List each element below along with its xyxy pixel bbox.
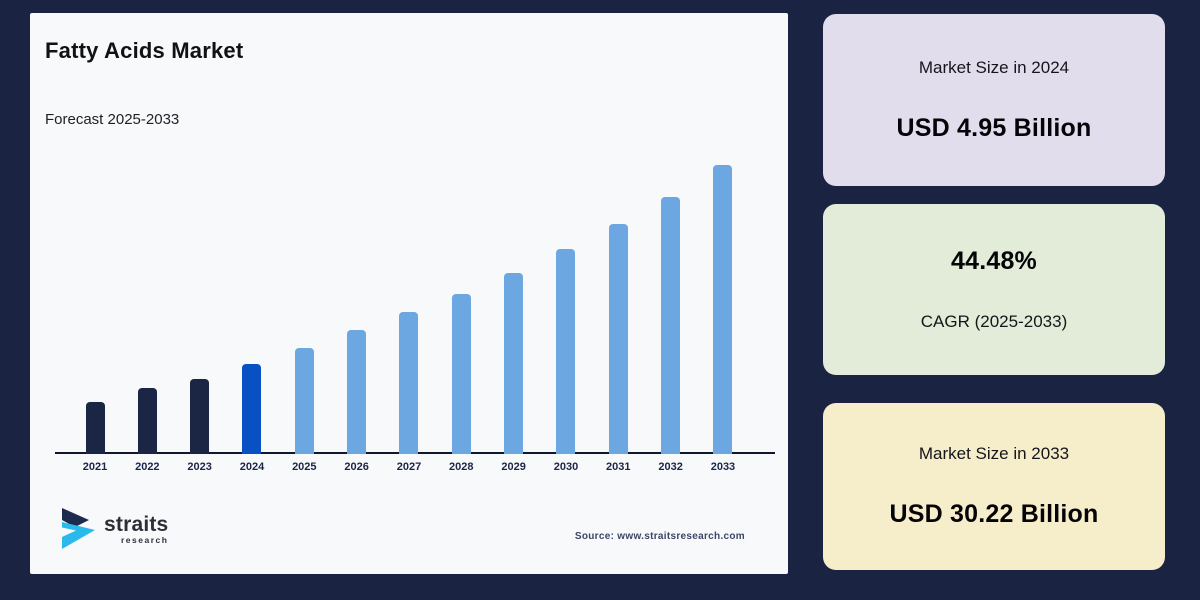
x-axis-label-2033: 2033 <box>710 461 736 473</box>
bar-2033 <box>713 165 733 454</box>
x-axis-label-2021: 2021 <box>82 461 108 473</box>
x-axis-label-2023: 2023 <box>187 461 212 473</box>
x-axis-label-2032: 2032 <box>658 461 683 473</box>
card-value: 44.48% <box>951 247 1037 275</box>
source-attribution: Source: www.straitsresearch.com <box>574 531 745 542</box>
x-axis-label-2027: 2027 <box>396 461 422 473</box>
bar-chart: 2021 2022 2023 2024 2025 2026 2027 2028 2029 2030… <box>30 13 788 574</box>
stat-cards: Market Size in 2024 USD 4.95 Billion 44.… <box>823 0 1165 600</box>
bar-2024 <box>242 364 262 454</box>
bar-2023 <box>190 379 210 454</box>
card-value: USD 4.95 Billion <box>896 113 1092 142</box>
card-label: CAGR (2025-2033) <box>920 312 1068 331</box>
x-axis-label-2029: 2029 <box>501 461 526 473</box>
straits-logo-icon <box>56 503 102 556</box>
bar-2025 <box>294 348 314 454</box>
logo-name: straits <box>104 512 169 536</box>
bar-2028 <box>451 294 471 454</box>
card-market-size-2033: Market Size in 2033 USD 30.22 Billion <box>823 403 1165 570</box>
card-value: USD 30.22 Billion <box>889 500 1099 528</box>
bar-2022 <box>137 388 157 454</box>
bar-2032 <box>661 197 681 454</box>
x-axis-label-2030: 2030 <box>553 461 579 473</box>
straits-research-logo: straits research <box>56 503 168 556</box>
bar-2030 <box>556 249 576 454</box>
bar-2021 <box>85 402 105 454</box>
x-axis-label-2025: 2025 <box>292 461 317 473</box>
card-cagr: 44.48% CAGR (2025-2033) <box>823 204 1165 375</box>
chart-panel: Fatty Acids Market Forecast 2025-2033 20… <box>30 13 788 574</box>
x-axis-label-2024: 2024 <box>239 461 265 473</box>
bar-2027 <box>399 312 419 454</box>
bar-2031 <box>608 224 628 454</box>
x-axis-label-2026: 2026 <box>344 461 369 473</box>
card-label: Market Size in 2033 <box>918 444 1070 463</box>
card-market-size-2024: Market Size in 2024 USD 4.95 Billion <box>823 14 1165 186</box>
logo-subtitle: research <box>120 534 169 545</box>
bar-2026 <box>347 330 367 454</box>
x-axis-label-2028: 2028 <box>449 461 474 473</box>
x-axis-label-2031: 2031 <box>606 461 631 473</box>
card-label: Market Size in 2024 <box>918 57 1070 77</box>
x-axis-label-2022: 2022 <box>135 461 160 473</box>
straits-logo-text: straits research <box>104 512 169 545</box>
bar-2029 <box>504 273 524 454</box>
forecast-subtitle: Forecast 2025-2033 <box>45 111 180 128</box>
page-title: Fatty Acids Market <box>45 38 244 63</box>
